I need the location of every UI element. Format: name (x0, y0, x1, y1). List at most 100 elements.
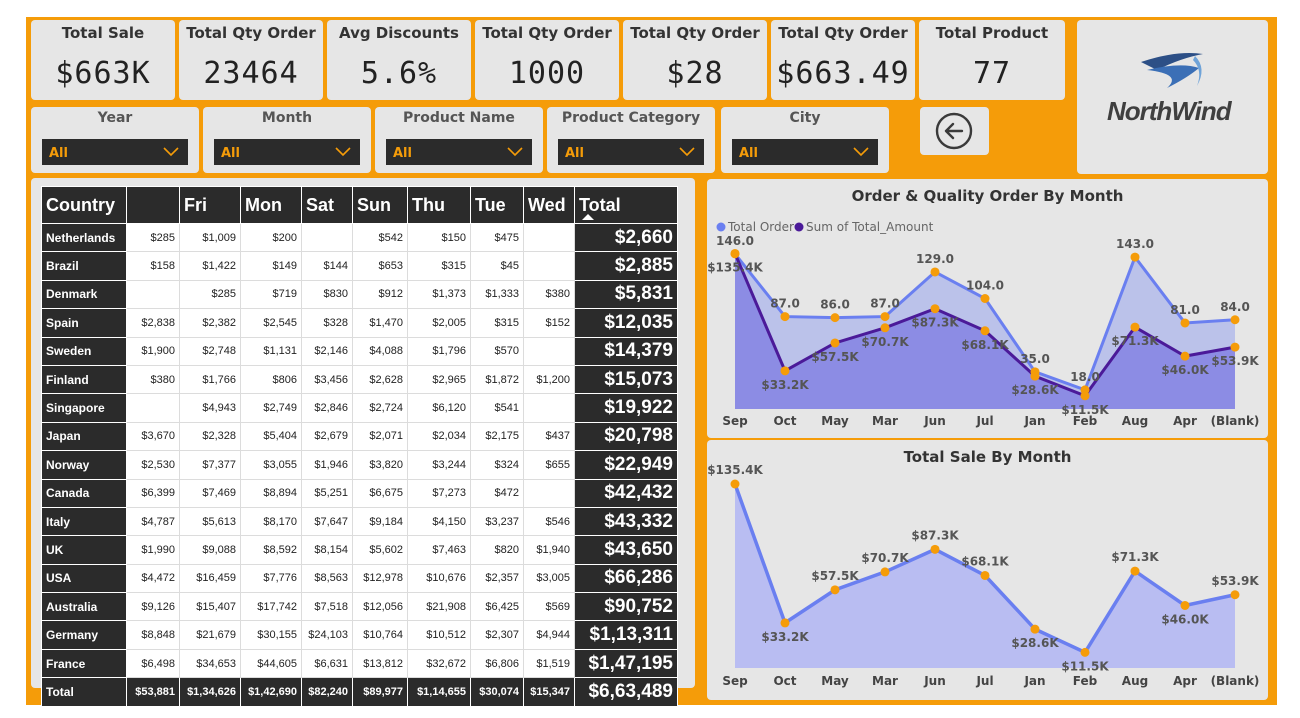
table-cell: $9,126 (126, 592, 180, 622)
table-cell: $144 (301, 251, 353, 281)
table-cell: $149 (240, 251, 302, 281)
city-dropdown[interactable]: All (732, 139, 878, 165)
table-row[interactable]: Sweden $1,900 $2,748 $1,131 $2,146 $4,088 $1,7… (41, 336, 678, 366)
kpi-card-avg-discounts[interactable]: Avg Discounts 5.6% (327, 20, 471, 100)
table-cell: $3,820 (352, 450, 408, 480)
table-row[interactable]: Spain $2,838 $2,382 $2,545 $328 $1,470 $2,005 $… (41, 308, 678, 338)
table-row[interactable]: Italy $4,787 $5,613 $8,170 $7,647 $9,184 $4,15… (41, 506, 678, 537)
table-cell: $475 (470, 222, 524, 253)
kpi-card-total-product[interactable]: Total Product 77 (919, 20, 1065, 100)
table-cell: $2,748 (179, 336, 241, 366)
kpi-card-total-sale[interactable]: Total Sale $663K (31, 20, 175, 100)
point-total-order (830, 313, 840, 323)
point-total-sale (780, 618, 790, 628)
table-row[interactable]: Brazil $158 $1,422 $149 $144 $653 $315 $45 $2,88… (41, 251, 678, 281)
northwind-logo-icon (1141, 53, 1203, 88)
point-total-order (1180, 318, 1190, 328)
table-cell: $10,512 (407, 620, 471, 650)
x-tick-label: Aug (1122, 414, 1148, 428)
chevron-down-icon (163, 147, 179, 157)
row-total: $12,035 (574, 308, 678, 338)
slicer-product-name[interactable]: Product Name All (375, 107, 543, 173)
point-total-amount (1030, 371, 1040, 381)
table-cell: $150 (407, 222, 471, 253)
total-sale-chart: $135.4K $33.2K $57.5K$70.7K$87.3K$68.1K $28… (707, 463, 1259, 688)
product-name-dropdown[interactable]: All (386, 139, 532, 165)
x-tick-label: Jan (1023, 674, 1045, 688)
table-cell: $546 (523, 506, 575, 537)
table-row[interactable]: Australia $9,126 $15,407 $17,742 $7,518 $12,0… (41, 592, 678, 622)
month-dropdown[interactable]: All (214, 139, 360, 165)
table-row[interactable]: Finland $380 $1,766 $806 $3,456 $2,628 $2,965 $… (41, 364, 678, 395)
data-label-total-order: 35.0 (1020, 352, 1050, 366)
table-row[interactable]: Norway $2,530 $7,377 $3,055 $1,946 $3,820 $3,2… (41, 450, 678, 480)
back-arrow-icon (935, 112, 973, 150)
point-total-amount (1180, 351, 1190, 361)
kpi-value: $663K (55, 56, 151, 91)
table-cell: $328 (301, 308, 353, 338)
col-header-blank[interactable] (126, 186, 180, 224)
table-cell: $5,602 (352, 535, 408, 565)
total-cell: $1,42,690 (240, 677, 302, 707)
kpi-card-qty-order-2[interactable]: Total Qty Order 1000 (475, 20, 619, 100)
table-row[interactable]: Netherlands $285 $1,009 $200 $542 $150 $475 $2,… (41, 222, 678, 253)
table-row[interactable]: Germany $8,848 $21,679 $30,155 $24,103 $10,76… (41, 620, 678, 650)
grand-total: $6,63,489 (574, 677, 678, 707)
table-row[interactable]: USA $4,472 $16,459 $7,776 $8,563 $12,978 $10,6… (41, 563, 678, 594)
x-tick-label: Apr (1173, 414, 1197, 428)
table-cell: $7,647 (301, 506, 353, 537)
kpi-card-qty-order-3[interactable]: Total Qty Order $28 (623, 20, 767, 100)
legend-label-total-amount: Sum of Total_Amount (806, 220, 934, 234)
row-country: France (41, 648, 127, 679)
slicer-month[interactable]: Month All (203, 107, 371, 173)
col-header-tue[interactable]: Tue (470, 186, 524, 224)
table-cell: $1,470 (352, 308, 408, 338)
x-tick-label: Jul (975, 414, 993, 428)
col-header-sun[interactable]: Sun (352, 186, 408, 224)
col-header-fri[interactable]: Fri (179, 186, 241, 224)
table-row[interactable]: Singapore $4,943 $2,749 $2,846 $2,724 $6,120 $… (41, 393, 678, 423)
kpi-title: Total Qty Order (778, 24, 908, 42)
table-cell: $1,946 (301, 450, 353, 480)
dropdown-value: All (49, 146, 68, 161)
table-row[interactable]: UK $1,990 $9,088 $8,592 $8,154 $5,602 $7,463 $8… (41, 535, 678, 565)
total-sale-chart-card: Total Sale By Month $135.4K $33.2K $57.5K $… (707, 440, 1268, 700)
data-label-total-amount: $33.2K (761, 378, 809, 392)
table-cell: $6,806 (470, 648, 524, 679)
table-cell: $2,005 (407, 308, 471, 338)
row-country: Japan (41, 421, 127, 452)
table-cell: $1,200 (523, 364, 575, 395)
col-header-total[interactable]: Total (574, 186, 678, 224)
point-total-order (780, 312, 790, 322)
year-dropdown[interactable]: All (42, 139, 188, 165)
table-row[interactable]: Denmark $285 $719 $830 $912 $1,373 $1,333 $380 $… (41, 279, 678, 310)
kpi-card-total-qty-order[interactable]: Total Qty Order 23464 (179, 20, 323, 100)
slicer-city[interactable]: City All (721, 107, 889, 173)
col-header-mon[interactable]: Mon (240, 186, 302, 224)
back-button[interactable] (920, 107, 989, 155)
col-header-wed[interactable]: Wed (523, 186, 575, 224)
table-row[interactable]: France $6,498 $34,653 $44,605 $6,631 $13,812 $… (41, 648, 678, 679)
row-country: Sweden (41, 336, 127, 366)
chevron-down-icon (853, 147, 869, 157)
slicer-year[interactable]: Year All (31, 107, 199, 173)
table-row[interactable]: Japan $3,670 $2,328 $5,404 $2,679 $2,071 $2,03… (41, 421, 678, 452)
kpi-card-qty-order-4[interactable]: Total Qty Order $663.49 (771, 20, 915, 100)
slicer-product-category[interactable]: Product Category All (547, 107, 715, 173)
point-total-sale (730, 479, 740, 489)
table-cell: $8,154 (301, 535, 353, 565)
product-category-dropdown[interactable]: All (558, 139, 704, 165)
table-cell: $152 (523, 308, 575, 338)
table-row[interactable]: Canada $6,399 $7,469 $8,894 $5,251 $6,675 $7,2… (41, 478, 678, 508)
row-total: $43,332 (574, 506, 678, 537)
col-header-thu[interactable]: Thu (407, 186, 471, 224)
col-header-country[interactable]: Country (41, 186, 127, 224)
table-cell: $7,273 (407, 478, 471, 508)
point-total-order (1230, 315, 1240, 325)
table-cell: $34,653 (179, 648, 241, 679)
table-cell: $2,628 (352, 364, 408, 395)
table-cell: $2,679 (301, 421, 353, 452)
table-cell: $4,787 (126, 506, 180, 537)
col-header-sat[interactable]: Sat (301, 186, 353, 224)
total-cell: $82,240 (301, 677, 353, 707)
